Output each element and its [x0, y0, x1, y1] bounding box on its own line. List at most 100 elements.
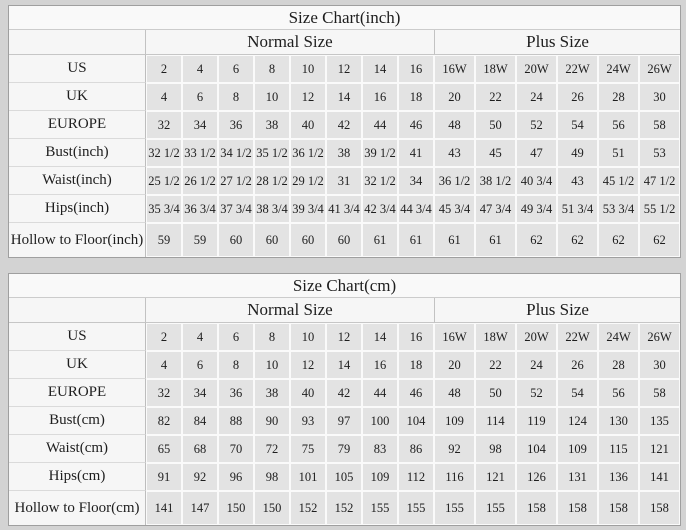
- data-cell: 51 3/4: [557, 195, 598, 223]
- data-cell: 47 1/2: [639, 167, 681, 195]
- table-row: Hips(inch) 35 3/4 36 3/4 37 3/4 38 3/4 39 3/4…: [9, 195, 681, 223]
- data-cell: 52: [516, 111, 557, 139]
- data-cell: 8: [254, 55, 290, 83]
- data-cell: 150: [254, 491, 290, 525]
- data-cell: 14: [362, 55, 398, 83]
- data-cell: 98: [475, 435, 516, 463]
- data-cell: 38: [254, 111, 290, 139]
- data-cell: 22W: [557, 55, 598, 83]
- data-cell: 53: [639, 139, 681, 167]
- data-cell: 152: [290, 491, 326, 525]
- data-cell: 155: [434, 491, 475, 525]
- data-cell: 115: [598, 435, 639, 463]
- data-cell: 16: [398, 323, 434, 351]
- data-cell: 79: [326, 435, 362, 463]
- data-cell: 50: [475, 379, 516, 407]
- data-cell: 114: [475, 407, 516, 435]
- data-cell: 42: [326, 379, 362, 407]
- data-cell: 16: [398, 55, 434, 83]
- data-cell: 62: [557, 223, 598, 257]
- table-row: UK 4 6 8 10 12 14 16 18 20 22 24 26 28 30: [9, 83, 681, 111]
- data-cell: 82: [146, 407, 182, 435]
- data-cell: 28 1/2: [254, 167, 290, 195]
- section-header-plus: Plus Size: [434, 30, 681, 55]
- table-row: US 2 4 6 8 10 12 14 16 16W 18W 20W 22W 24W 26W: [9, 55, 681, 83]
- header-spacer: [9, 298, 146, 323]
- data-cell: 39 3/4: [290, 195, 326, 223]
- data-cell: 58: [639, 111, 681, 139]
- data-cell: 96: [218, 463, 254, 491]
- data-cell: 130: [598, 407, 639, 435]
- data-cell: 61: [475, 223, 516, 257]
- data-cell: 28: [598, 83, 639, 111]
- data-cell: 47 3/4: [475, 195, 516, 223]
- data-cell: 65: [146, 435, 182, 463]
- table-body: US 2 4 6 8 10 12 14 16 16W 18W 20W 22W 24W 26W UK 4 6 8 10 1…: [9, 55, 681, 257]
- data-cell: 29 1/2: [290, 167, 326, 195]
- data-cell: 48: [434, 111, 475, 139]
- data-cell: 98: [254, 463, 290, 491]
- data-cell: 4: [146, 83, 182, 111]
- data-cell: 92: [434, 435, 475, 463]
- data-cell: 84: [182, 407, 218, 435]
- data-cell: 121: [475, 463, 516, 491]
- data-cell: 90: [254, 407, 290, 435]
- data-cell: 10: [254, 83, 290, 111]
- data-cell: 112: [398, 463, 434, 491]
- data-cell: 27 1/2: [218, 167, 254, 195]
- row-label: Bust(inch): [9, 139, 146, 167]
- table-body: US 2 4 6 8 10 12 14 16 16W 18W 20W 22W 24W 26W UK 4 6 8 10 1…: [9, 323, 681, 525]
- data-cell: 24: [516, 83, 557, 111]
- data-cell: 16: [362, 351, 398, 379]
- data-cell: 68: [182, 435, 218, 463]
- size-chart-inch-table: Size Chart(inch) Normal Size Plus Size U…: [8, 5, 682, 258]
- data-cell: 8: [218, 83, 254, 111]
- data-cell: 41 3/4: [326, 195, 362, 223]
- data-cell: 12: [326, 323, 362, 351]
- data-cell: 10: [254, 351, 290, 379]
- table-row: Waist(inch) 25 1/2 26 1/2 27 1/2 28 1/2 29 1/…: [9, 167, 681, 195]
- table-row: Hips(cm) 91 92 96 98 101 105 109 112 116 121 126 131…: [9, 463, 681, 491]
- data-cell: 40 3/4: [516, 167, 557, 195]
- data-cell: 158: [516, 491, 557, 525]
- data-cell: 61: [362, 223, 398, 257]
- data-cell: 116: [434, 463, 475, 491]
- size-chart-cm-table: Size Chart(cm) Normal Size Plus Size US 2…: [8, 273, 682, 526]
- data-cell: 72: [254, 435, 290, 463]
- data-cell: 26 1/2: [182, 167, 218, 195]
- data-cell: 12: [290, 83, 326, 111]
- data-cell: 32 1/2: [146, 139, 182, 167]
- data-cell: 104: [398, 407, 434, 435]
- data-cell: 46: [398, 111, 434, 139]
- data-cell: 62: [516, 223, 557, 257]
- row-label: Hollow to Floor(inch): [9, 223, 146, 257]
- row-label: US: [9, 323, 146, 351]
- data-cell: 88: [218, 407, 254, 435]
- data-cell: 60: [218, 223, 254, 257]
- title-row: Size Chart(inch): [9, 6, 681, 30]
- data-cell: 32: [146, 379, 182, 407]
- row-label: UK: [9, 351, 146, 379]
- data-cell: 119: [516, 407, 557, 435]
- data-cell: 26W: [639, 323, 681, 351]
- data-cell: 25 1/2: [146, 167, 182, 195]
- data-cell: 18: [398, 351, 434, 379]
- data-cell: 93: [290, 407, 326, 435]
- data-cell: 43: [434, 139, 475, 167]
- row-label: EUROPE: [9, 379, 146, 407]
- data-cell: 155: [398, 491, 434, 525]
- data-cell: 42 3/4: [362, 195, 398, 223]
- row-label: Waist(cm): [9, 435, 146, 463]
- data-cell: 43: [557, 167, 598, 195]
- data-cell: 158: [557, 491, 598, 525]
- data-cell: 62: [639, 223, 681, 257]
- data-cell: 38 3/4: [254, 195, 290, 223]
- data-cell: 135: [639, 407, 681, 435]
- data-cell: 97: [326, 407, 362, 435]
- table-row: EUROPE 32 34 36 38 40 42 44 46 48 50 52 54 56 58: [9, 379, 681, 407]
- data-cell: 18: [398, 83, 434, 111]
- row-label: Hips(cm): [9, 463, 146, 491]
- data-cell: 22: [475, 83, 516, 111]
- row-label: UK: [9, 83, 146, 111]
- data-cell: 52: [516, 379, 557, 407]
